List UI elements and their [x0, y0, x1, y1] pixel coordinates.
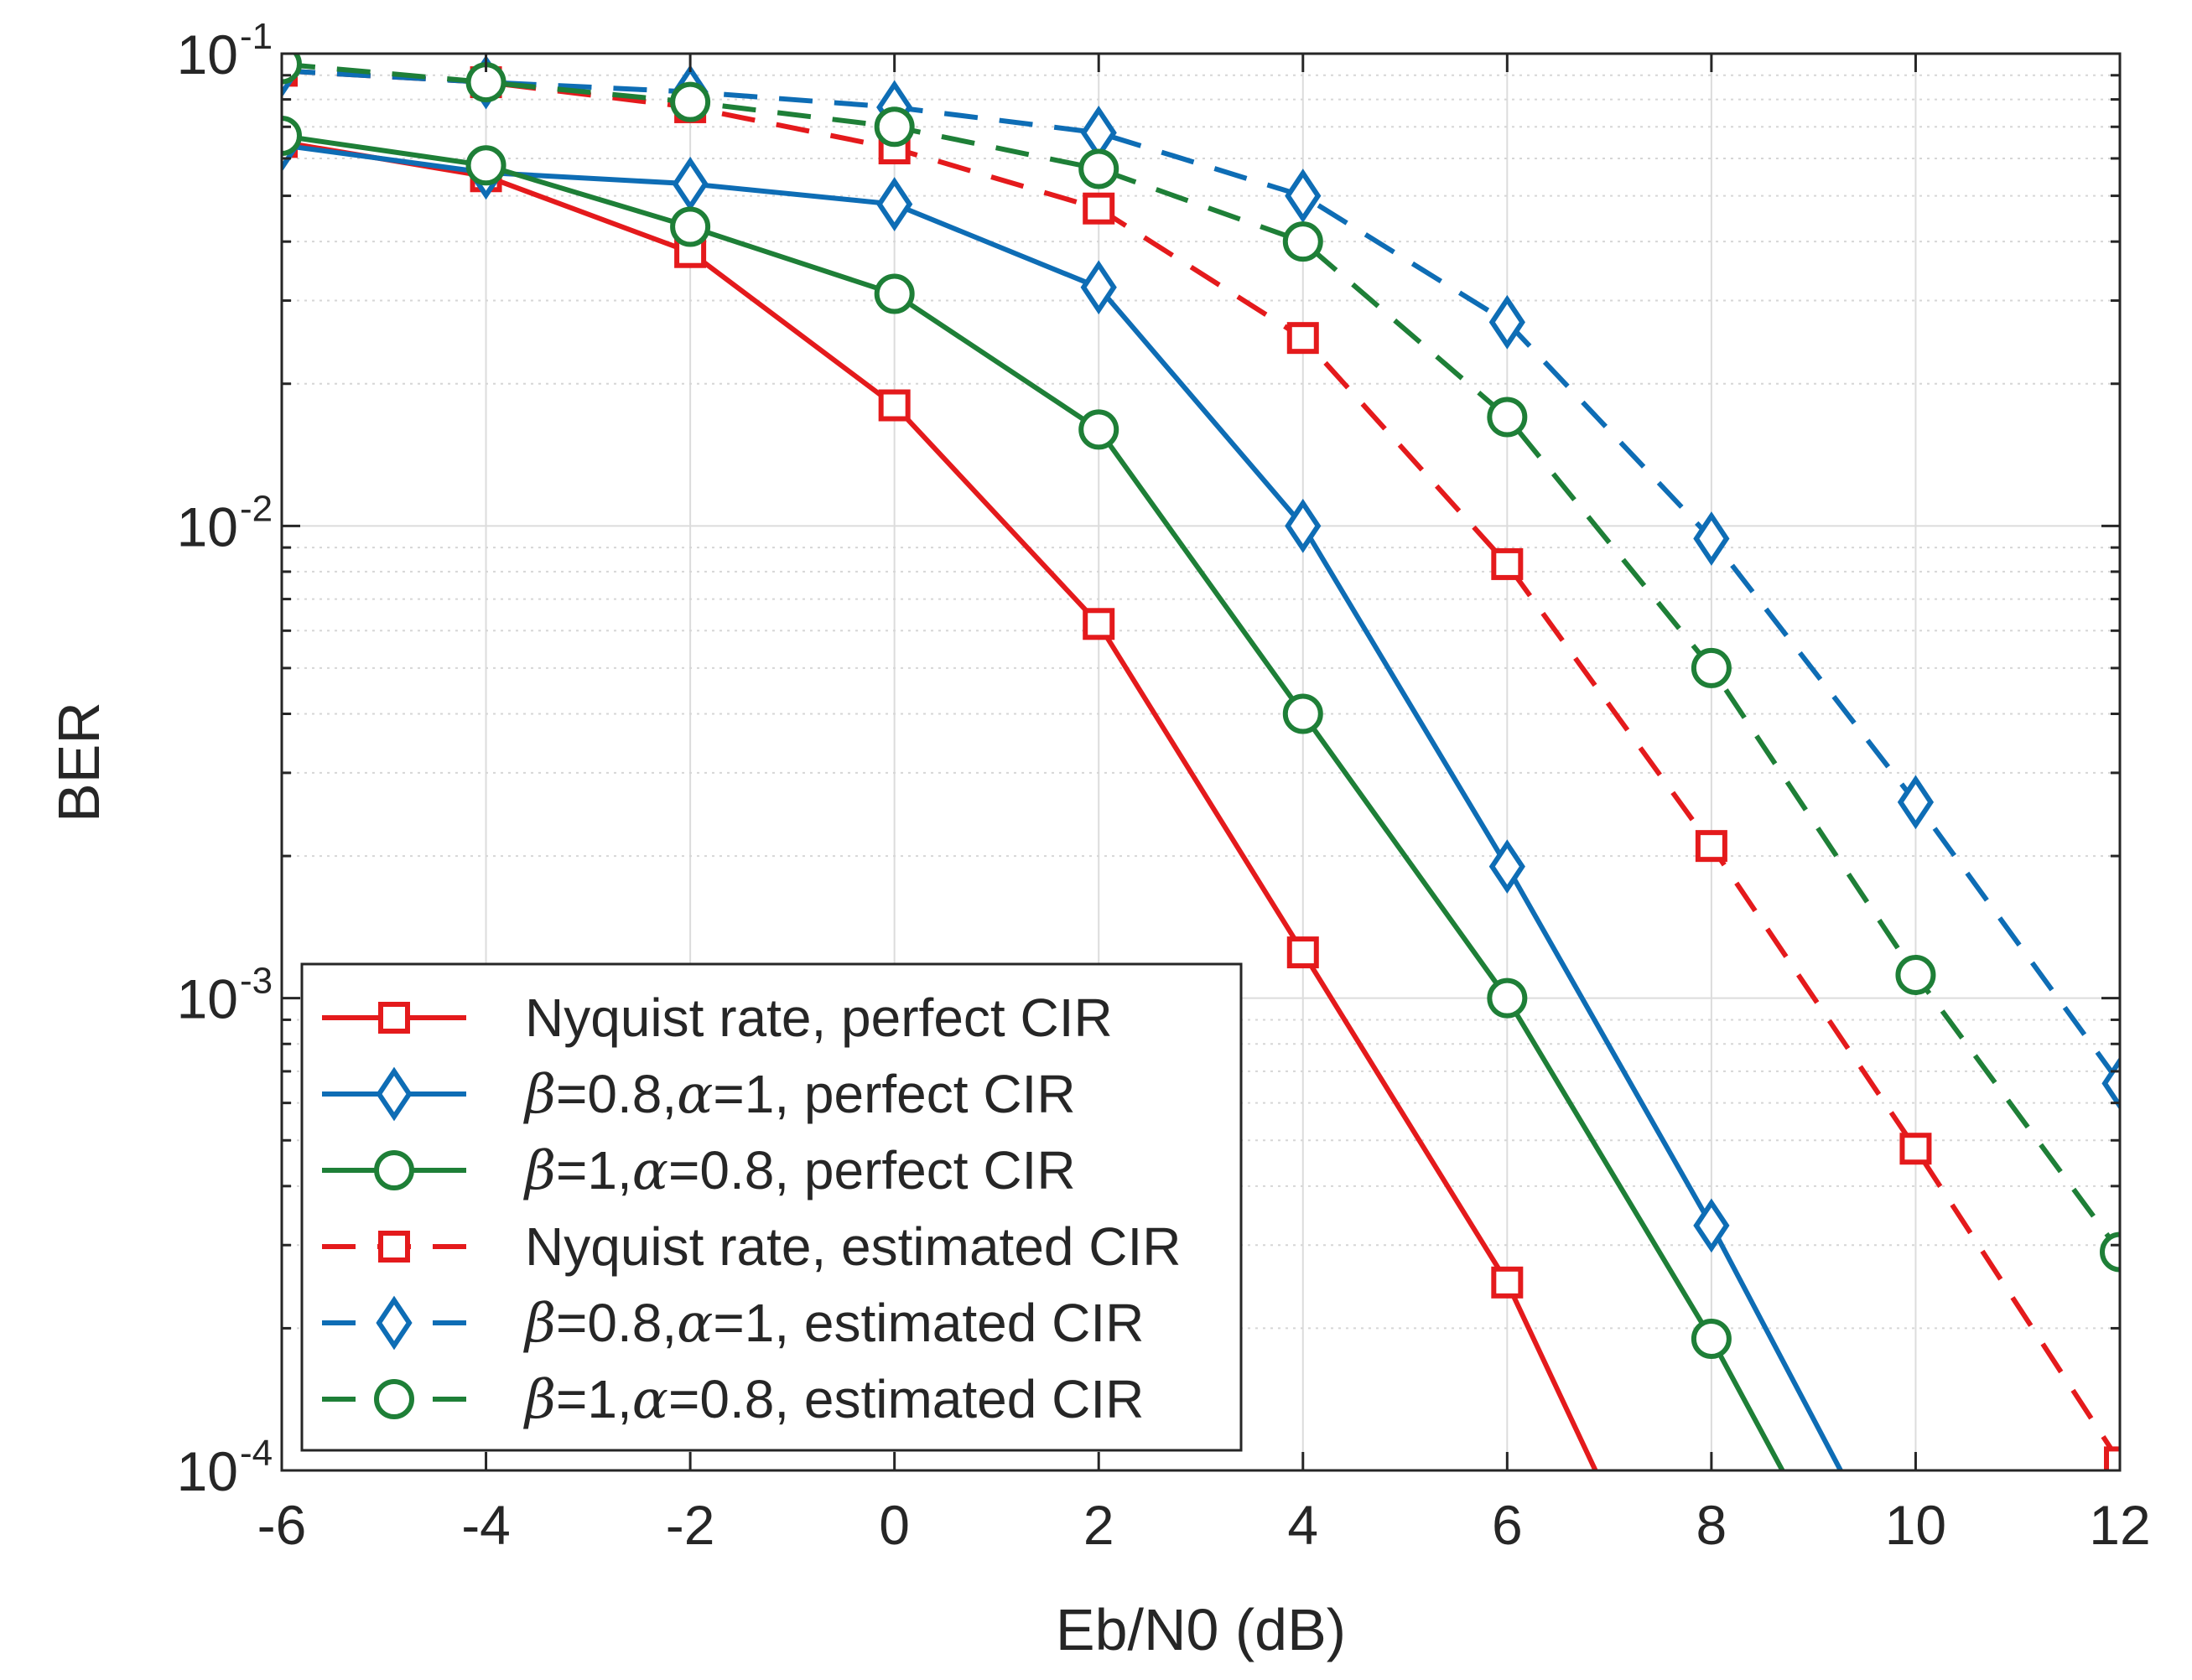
data-point — [1695, 830, 1727, 863]
data-point — [1282, 693, 1323, 734]
x-axis-label: Eb/N0 (dB) — [1056, 1597, 1346, 1662]
legend-marker — [378, 1231, 410, 1263]
legend-marker — [376, 1066, 413, 1122]
data-point — [1488, 839, 1525, 894]
x-tick-label: 4 — [1287, 1494, 1318, 1556]
legend-marker — [376, 1295, 413, 1351]
data-point — [1691, 1318, 1732, 1359]
y-tick-label: 10 — [177, 1440, 238, 1502]
legend-label: β=0.8,α=1, estimated CIR — [523, 1293, 1144, 1355]
legend-label: Nyquist rate, estimated CIR — [525, 1216, 1182, 1277]
data-point — [1897, 775, 1935, 830]
data-point — [1487, 977, 1528, 1019]
data-point — [1286, 936, 1319, 969]
data-point — [874, 106, 915, 148]
legend-item: Nyquist rate, estimated CIR — [322, 1216, 1182, 1277]
legend-marker — [378, 1002, 410, 1034]
legend: Nyquist rate, perfect CIR β=0.8,α=1, perf… — [300, 962, 1243, 1452]
series-line — [282, 68, 2120, 1086]
data-point — [1693, 511, 1730, 566]
legend-box — [300, 962, 1243, 1452]
x-tick-label: 8 — [1696, 1494, 1727, 1556]
data-point — [1488, 294, 1525, 350]
x-tick-label: -2 — [666, 1494, 715, 1556]
data-point — [1285, 169, 1322, 223]
data-point — [876, 177, 913, 231]
legend-item: β=1,α=0.8, perfect CIR — [322, 1140, 1076, 1202]
data-point — [1487, 397, 1528, 438]
data-point — [2104, 1446, 2120, 1470]
legend-item: β=0.8,α=1, estimated CIR — [322, 1293, 1144, 1355]
data-point — [1491, 1266, 1524, 1299]
data-point — [1078, 409, 1119, 450]
legend-label: β=1,α=0.8, perfect CIR — [523, 1140, 1076, 1202]
series-line — [282, 61, 2120, 1254]
data-point — [672, 156, 709, 211]
y-tick-exponent: -1 — [240, 16, 273, 57]
data-point — [1078, 148, 1119, 189]
legend-marker — [374, 1150, 414, 1190]
y-tick-exponent: -3 — [240, 961, 273, 1002]
legend-label: Nyquist rate, perfect CIR — [525, 988, 1113, 1048]
data-point — [1285, 498, 1322, 553]
x-tick-label: 0 — [879, 1494, 910, 1556]
series-lines — [282, 54, 2120, 1470]
data-point — [1491, 547, 1524, 580]
series-2 — [282, 115, 1785, 1470]
y-tick-label: 10 — [177, 23, 238, 86]
data-point — [1286, 322, 1319, 355]
series-line — [282, 68, 2120, 1465]
y-tick-exponent: -2 — [240, 488, 273, 529]
legend-marker — [374, 1379, 414, 1419]
y-tick-label: 10 — [177, 968, 238, 1030]
y-tick-label: 10 — [177, 495, 238, 557]
legend-label: β=0.8,α=1, perfect CIR — [523, 1064, 1076, 1126]
y-tick-exponent: -4 — [240, 1433, 273, 1474]
data-point — [670, 81, 711, 122]
data-point — [1899, 1133, 1932, 1165]
data-point — [878, 389, 911, 422]
series-line — [282, 139, 1598, 1470]
axes-box — [280, 52, 2122, 1472]
data-point — [1282, 221, 1323, 262]
x-tick-label: 12 — [2089, 1494, 2150, 1556]
data-point — [1691, 647, 1732, 688]
data-point — [1083, 192, 1115, 225]
data-point — [1895, 954, 1936, 995]
legend-item: β=0.8,α=1, perfect CIR — [322, 1064, 1076, 1126]
data-point — [1693, 1198, 1730, 1253]
data-point — [1083, 608, 1115, 640]
legend-item: Nyquist rate, perfect CIR — [322, 988, 1113, 1048]
y-axis-label: BER — [46, 702, 112, 822]
x-tick-label: 2 — [1083, 1494, 1114, 1556]
data-point — [1080, 260, 1117, 315]
data-point — [465, 145, 506, 186]
data-point — [874, 273, 915, 314]
legend-label: β=1,α=0.8, estimated CIR — [523, 1369, 1144, 1431]
x-tick-label: -4 — [461, 1494, 511, 1556]
x-tick-label: 10 — [1885, 1494, 1946, 1556]
legend-item: β=1,α=0.8, estimated CIR — [322, 1369, 1144, 1431]
series-5 — [282, 54, 2120, 1273]
data-point — [670, 206, 711, 247]
x-tick-label: 6 — [1492, 1494, 1523, 1556]
data-point — [2100, 1231, 2120, 1273]
x-tick-label: -6 — [257, 1494, 307, 1556]
